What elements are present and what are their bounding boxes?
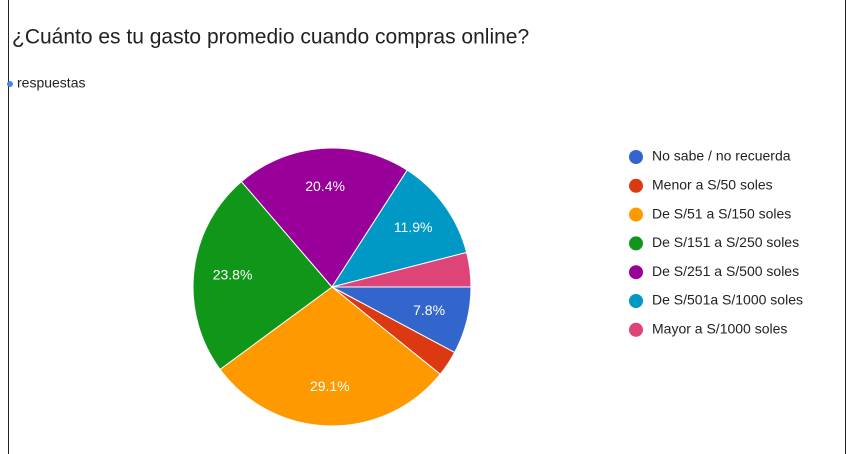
legend-swatch <box>629 294 643 308</box>
slice-label: 20.4% <box>305 178 345 194</box>
pie-slice <box>240 147 408 288</box>
legend-label: De S/251 a S/500 soles <box>652 263 799 279</box>
legend-label: Mayor a S/1000 soles <box>652 321 787 337</box>
legend-label: Menor a S/50 soles <box>652 177 773 193</box>
slice-label: 11.9% <box>394 219 433 235</box>
subtitle: respuestas <box>17 75 85 91</box>
pie-slice <box>219 286 441 427</box>
pie-slice <box>330 169 468 288</box>
pie-slice <box>331 251 472 288</box>
legend-swatch <box>629 150 643 164</box>
slice-label: 23.8% <box>213 266 253 282</box>
legend-label: No sabe / no recuerda <box>652 148 791 164</box>
pie-slice <box>192 180 333 371</box>
legend-swatch <box>629 236 643 251</box>
slice-label: 29.1% <box>310 378 350 394</box>
legend-swatch <box>629 207 643 222</box>
chart-title: ¿Cuánto es tu gasto promedio cuando comp… <box>12 26 529 49</box>
legend-swatch <box>629 265 643 280</box>
legend-swatch <box>629 322 643 337</box>
legend-label: De S/501a S/1000 soles <box>652 292 803 308</box>
slice-label: 7.8% <box>413 302 445 318</box>
legend-label: De S/51 a S/150 soles <box>652 205 791 221</box>
subtitle-dot <box>7 81 13 87</box>
legend-label: De S/151 a S/250 soles <box>652 234 799 250</box>
legend-swatch <box>629 178 643 193</box>
